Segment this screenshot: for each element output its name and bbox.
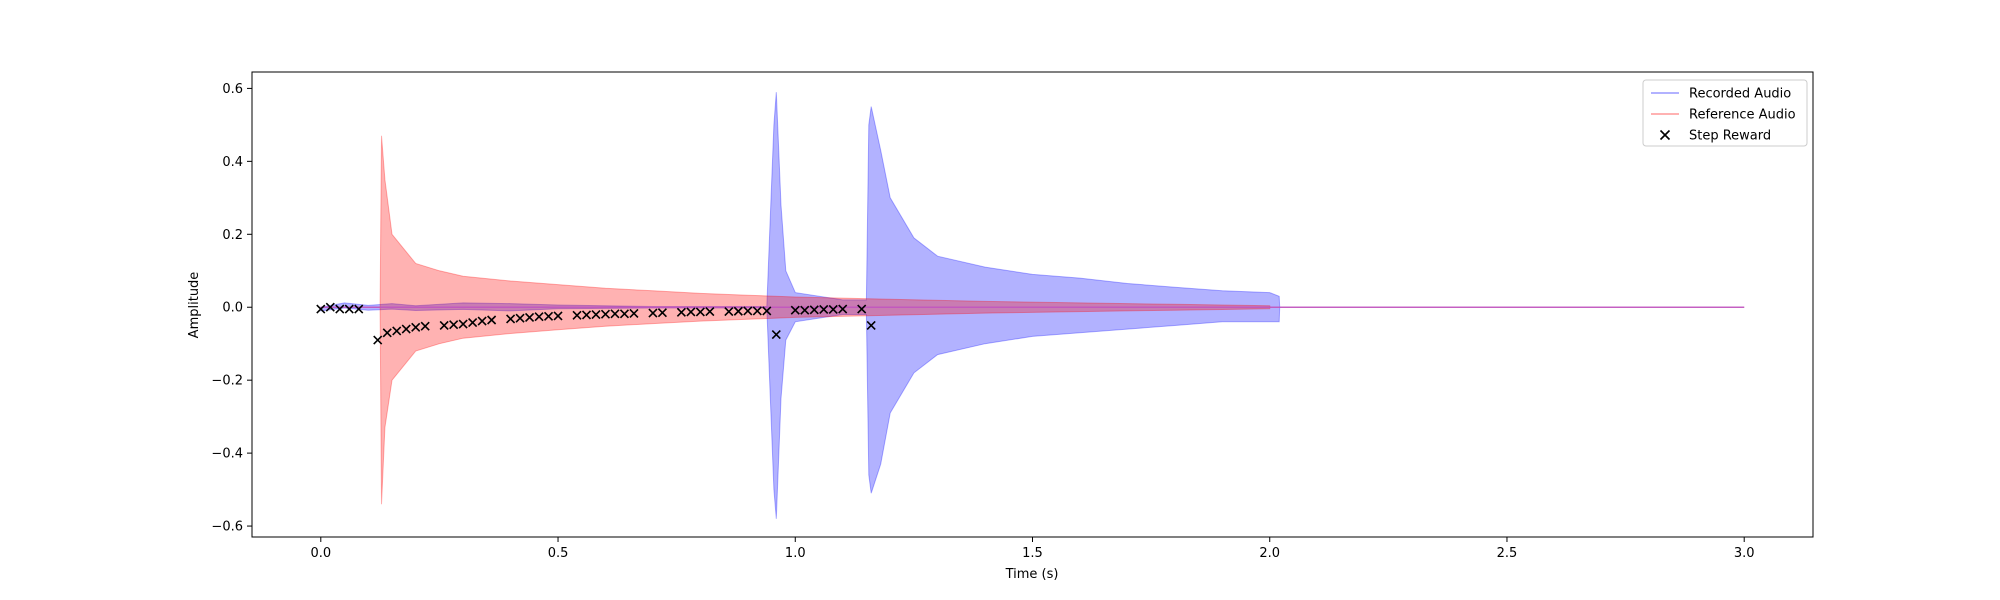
step-reward-marker bbox=[733, 306, 743, 316]
step-reward-marker bbox=[705, 307, 715, 317]
y-tick-label: 0.2 bbox=[222, 228, 243, 243]
y-tick-label: 0.0 bbox=[222, 301, 243, 316]
y-tick-label: −0.4 bbox=[211, 447, 243, 462]
step-reward-marker bbox=[553, 311, 563, 321]
step-reward-marker bbox=[838, 304, 848, 314]
step-reward-marker bbox=[619, 309, 630, 319]
step-reward-marker bbox=[572, 310, 582, 320]
step-reward-marker bbox=[762, 306, 772, 316]
y-tick-label: 0.6 bbox=[222, 82, 243, 97]
step-reward-marker bbox=[354, 304, 364, 314]
x-tick-label: 1.0 bbox=[785, 546, 806, 561]
legend-swatch-step-reward bbox=[1659, 129, 1671, 141]
step-reward-marker bbox=[449, 320, 459, 330]
step-reward-marker bbox=[401, 324, 411, 334]
step-reward-marker bbox=[686, 307, 696, 317]
legend-label: Reference Audio bbox=[1689, 108, 1796, 123]
step-reward-marker bbox=[800, 305, 810, 315]
y-axis: −0.6 −0.4 −0.2 0.0 0.2 0.4 0.6 bbox=[211, 82, 252, 535]
y-tick-label: −0.2 bbox=[211, 374, 243, 389]
x-tick-label: 2.5 bbox=[1497, 546, 1518, 561]
legend: Recorded Audio Reference Audio Step Reward bbox=[1642, 79, 1808, 147]
legend-box bbox=[1642, 79, 1808, 147]
step-reward-marker bbox=[506, 314, 516, 324]
legend-label: Recorded Audio bbox=[1689, 87, 1791, 102]
step-reward-marker bbox=[515, 313, 525, 323]
step-reward-marker bbox=[724, 307, 734, 317]
step-reward-marker bbox=[771, 330, 781, 340]
step-reward-marker bbox=[411, 322, 421, 332]
step-reward-marker bbox=[695, 307, 705, 317]
x-tick-label: 0.0 bbox=[310, 546, 331, 561]
step-reward-marker bbox=[382, 328, 392, 338]
step-reward-marker bbox=[743, 306, 753, 316]
step-reward-marker bbox=[439, 320, 449, 331]
step-reward-marker bbox=[610, 309, 620, 319]
step-reward-marker bbox=[316, 304, 326, 314]
step-reward-marker bbox=[335, 304, 345, 314]
step-reward-marker bbox=[752, 306, 762, 316]
step-reward-marker bbox=[857, 304, 867, 314]
step-reward-marker bbox=[819, 304, 829, 314]
step-reward-marker bbox=[866, 320, 876, 331]
x-tick-label: 3.0 bbox=[1734, 546, 1755, 561]
step-reward-marker bbox=[524, 312, 535, 323]
x-axis-label: Time (s) bbox=[1005, 567, 1059, 582]
y-axis-label: Amplitude bbox=[187, 272, 202, 339]
step-reward-marker bbox=[591, 309, 601, 320]
step-reward-marker bbox=[676, 307, 686, 317]
step-reward-marker bbox=[581, 310, 592, 320]
step-reward-marker bbox=[629, 308, 639, 319]
step-reward-marker bbox=[828, 304, 838, 314]
step-reward-marker bbox=[325, 302, 335, 312]
step-reward-marker bbox=[420, 321, 430, 331]
step-reward-marker bbox=[344, 304, 354, 314]
step-reward-marker bbox=[790, 305, 800, 315]
x-tick-label: 2.0 bbox=[1259, 546, 1280, 561]
y-tick-label: 0.4 bbox=[222, 155, 243, 170]
x-tick-label: 0.5 bbox=[548, 546, 569, 561]
step-reward-marker bbox=[373, 335, 383, 345]
series-reference-audio-waveform bbox=[320, 135, 1745, 505]
step-reward-marker bbox=[809, 305, 819, 315]
step-reward-marker bbox=[468, 317, 478, 328]
y-tick-label: −0.6 bbox=[211, 520, 243, 535]
step-reward-marker bbox=[487, 315, 497, 325]
step-reward-marker bbox=[648, 308, 658, 318]
step-reward-marker bbox=[600, 309, 611, 319]
plot-area bbox=[316, 92, 1745, 519]
x-axis: 0.0 0.5 1.0 1.5 2.0 2.5 3.0 bbox=[310, 537, 1755, 561]
x-tick-label: 1.5 bbox=[1022, 546, 1043, 561]
step-reward-marker bbox=[458, 319, 468, 329]
step-reward-marker bbox=[477, 316, 487, 326]
step-reward-marker bbox=[392, 326, 402, 336]
legend-label: Step Reward bbox=[1689, 129, 1771, 144]
step-reward-marker bbox=[657, 308, 667, 318]
step-reward-marker bbox=[534, 312, 544, 322]
step-reward-marker bbox=[543, 311, 554, 321]
